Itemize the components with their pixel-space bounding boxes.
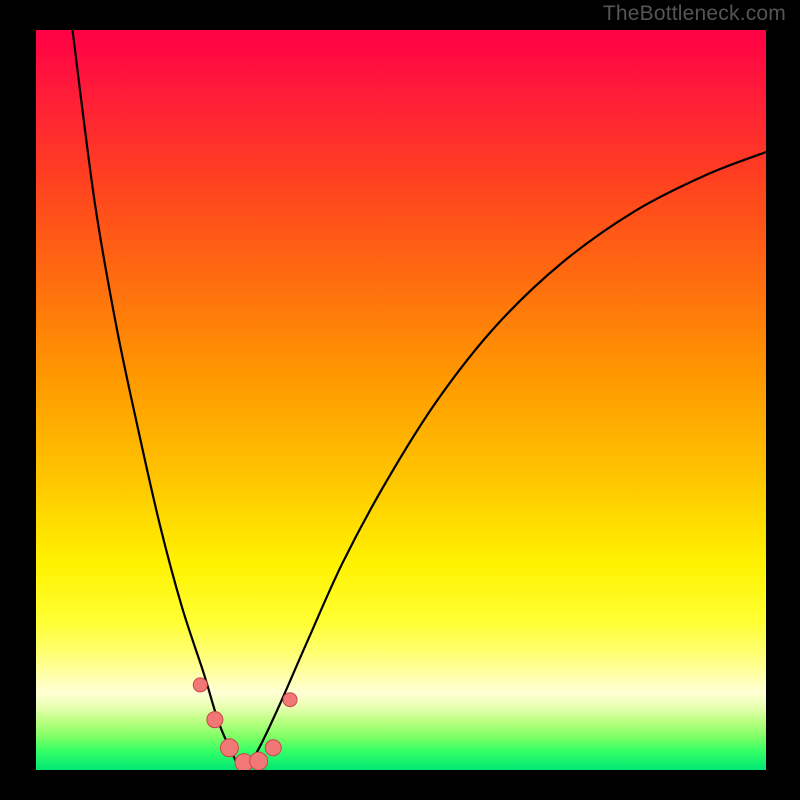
watermark-text: TheBottleneck.com xyxy=(603,2,786,26)
gradient-background xyxy=(36,30,766,770)
curve-marker xyxy=(220,739,238,757)
curve-marker xyxy=(265,740,281,756)
plot-area xyxy=(36,30,766,772)
curve-marker xyxy=(193,678,207,692)
curve-marker xyxy=(250,752,268,770)
curve-marker xyxy=(283,693,297,707)
bottleneck-chart xyxy=(0,0,800,800)
curve-marker xyxy=(207,712,223,728)
chart-stage: TheBottleneck.com xyxy=(0,0,800,800)
